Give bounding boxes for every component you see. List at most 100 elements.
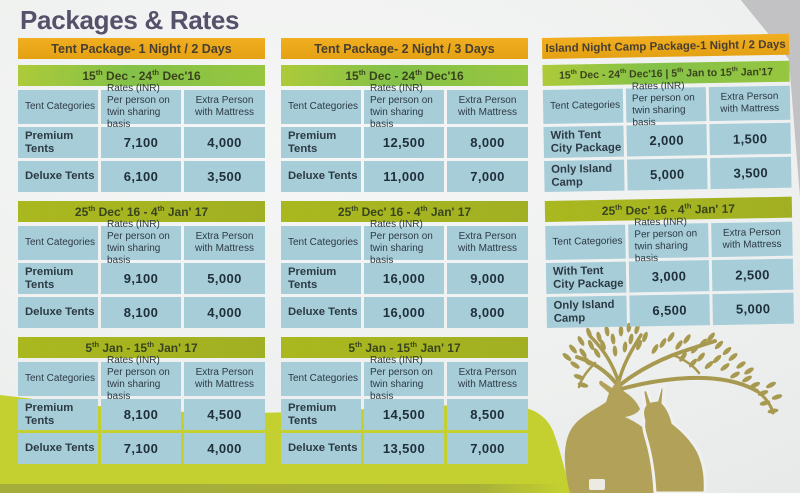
rate-table: Tent Categories Rates (INR) Per person o… [18,219,265,328]
rates-header: Rates (INR) Per person on twin sharing b… [364,83,444,130]
package-column-tent-2night: Tent Package- 2 Night / 3 Days 15th Dec … [281,38,528,473]
deer-tree-illustration [561,323,783,493]
package-title-bar: Tent Package- 2 Night / 3 Days [281,38,528,59]
rate-table: Tent Categories Rates (INR) Per person o… [542,80,792,192]
rate-cell: 12,500 [364,127,444,158]
tent-categories-header: Tent Categories [542,88,624,125]
rate-cell: 14,500 [364,399,444,430]
category-cell: Deluxe Tents [18,161,98,192]
extra-person-cell: 3,500 [184,161,265,192]
extra-person-header: Extra Person with Mattress [711,221,793,258]
extra-person-cell: 5,000 [184,263,265,294]
category-cell: Deluxe Tents [281,433,361,464]
rates-header: Rates (INR) Per person on twin sharing b… [101,83,181,130]
tent-categories-header: Tent Categories [545,224,626,260]
category-cell: With Tent City Package [543,125,624,158]
package-title: Tent Package- 2 Night / 3 Days [314,41,495,56]
date-range-bar: 15th Dec - 24th Dec'16 [281,65,528,86]
rate-table: Tent Categories Rates (INR) Per person o… [18,83,265,192]
category-cell: Deluxe Tents [281,161,361,192]
package-title: Island Night Camp Package-1 Night / 2 Da… [545,38,786,55]
date-range-bar: 25th Dec' 16 - 4th Jan' 17 [281,201,528,222]
rate-cell: 6,100 [101,161,181,192]
extra-person-cell: 9,000 [447,263,528,294]
date-range: 25th Dec' 16 - 4th Jan' 17 [337,203,472,219]
rate-cell: 16,000 [364,297,444,328]
rate-section: 15th Dec - 24th Dec'16 Tent Categories R… [281,65,528,192]
rate-cell: 8,100 [101,399,181,430]
category-cell: Premium Tents [281,399,361,430]
tent-categories-header: Tent Categories [18,226,98,260]
rate-cell: 7,100 [101,433,181,464]
rate-section: 5th Jan - 15th Jan' 17 Tent Categories R… [281,337,528,464]
small-deer-silhouette [641,385,707,493]
extra-person-header: Extra Person with Mattress [708,85,791,122]
extra-person-cell: 1,500 [709,122,791,156]
date-range-bar: 5th Jan - 15th Jan' 17 [18,337,265,358]
package-title: Tent Package- 1 Night / 2 Days [51,41,232,56]
rate-table: Tent Categories Rates (INR) Per person o… [18,355,265,464]
extra-person-cell: 8,500 [447,399,528,430]
category-cell: Deluxe Tents [18,433,98,464]
extra-person-cell: 4,500 [184,399,265,430]
rates-header: Rates (INR) Per person on twin sharing b… [364,219,444,266]
category-cell: Only Island Camp [546,295,627,328]
rates-header: Rates (INR) Per person on twin sharing b… [625,80,707,129]
tent-categories-header: Tent Categories [281,90,361,124]
rate-cell: 9,100 [101,263,181,294]
date-range-bar: 25th Dec' 16 - 4th Jan' 17 [18,201,265,222]
extra-person-cell: 8,000 [447,127,528,158]
rate-cell: 6,500 [629,294,710,327]
rate-section: 15th Dec - 24th Dec'16 | 5th Jan to 15th… [542,60,792,192]
rate-cell: 16,000 [364,263,444,294]
extra-person-cell: 4,000 [184,297,265,328]
package-column-island-camp: Island Night Camp Package-1 Night / 2 Da… [541,33,794,337]
extra-person-cell: 3,500 [710,156,792,190]
rate-cell: 2,000 [626,124,707,157]
tent-categories-header: Tent Categories [281,362,361,396]
extra-person-cell: 4,000 [184,433,265,464]
extra-person-cell: 7,000 [447,433,528,464]
category-cell: Premium Tents [18,399,98,430]
rate-table: Tent Categories Rates (INR) Per person o… [281,355,528,464]
extra-person-header: Extra Person with Mattress [184,226,265,260]
extra-person-cell: 5,000 [712,292,794,326]
extra-person-header: Extra Person with Mattress [184,90,265,124]
category-cell: Only Island Camp [544,159,625,192]
extra-person-header: Extra Person with Mattress [447,90,528,124]
extra-person-cell: 2,500 [711,258,794,292]
date-range: 5th Jan - 15th Jan' 17 [85,339,198,355]
rate-section: 25th Dec' 16 - 4th Jan' 17 Tent Categori… [18,201,265,328]
extra-person-cell: 7,000 [447,161,528,192]
extra-person-cell: 8,000 [447,297,528,328]
date-range-bar: 5th Jan - 15th Jan' 17 [281,337,528,358]
category-cell: Premium Tents [281,263,361,294]
rate-cell: 11,000 [364,161,444,192]
extra-person-header: Extra Person with Mattress [184,362,265,396]
rate-section: 25th Dec' 16 - 4th Jan' 17 Tent Categori… [544,196,794,328]
date-range: 25th Dec' 16 - 4th Jan' 17 [74,203,209,219]
category-cell: Premium Tents [18,127,98,158]
rates-header: Rates (INR) Per person on twin sharing b… [364,355,444,402]
page-title: Packages & Rates [20,5,240,35]
rate-cell: 5,000 [627,158,708,191]
category-cell: Premium Tents [281,127,361,158]
package-title-bar: Tent Package- 1 Night / 2 Days [18,38,265,59]
extra-person-header: Extra Person with Mattress [447,226,528,260]
category-cell: Deluxe Tents [18,297,98,328]
big-deer-silhouette [564,379,670,493]
rate-cell: 7,100 [101,127,181,158]
rate-section: 15th Dec - 24th Dec'16 Tent Categories R… [18,65,265,192]
extra-person-header: Extra Person with Mattress [447,362,528,396]
rate-table: Tent Categories Rates (INR) Per person o… [545,216,794,328]
rate-table: Tent Categories Rates (INR) Per person o… [281,219,528,328]
rate-cell: 8,100 [101,297,181,328]
rate-section: 5th Jan - 15th Jan' 17 Tent Categories R… [18,337,265,464]
date-range: 5th Jan - 15th Jan' 17 [348,339,461,355]
rate-cell: 3,000 [628,260,710,293]
category-cell: With Tent City Package [545,261,627,294]
package-column-tent-1night: Tent Package- 1 Night / 2 Days 15th Dec … [18,38,265,473]
rates-header: Rates (INR) Per person on twin sharing b… [101,355,181,402]
rates-header: Rates (INR) Per person on twin sharing b… [628,216,709,265]
rates-header: Rates (INR) Per person on twin sharing b… [101,219,181,266]
